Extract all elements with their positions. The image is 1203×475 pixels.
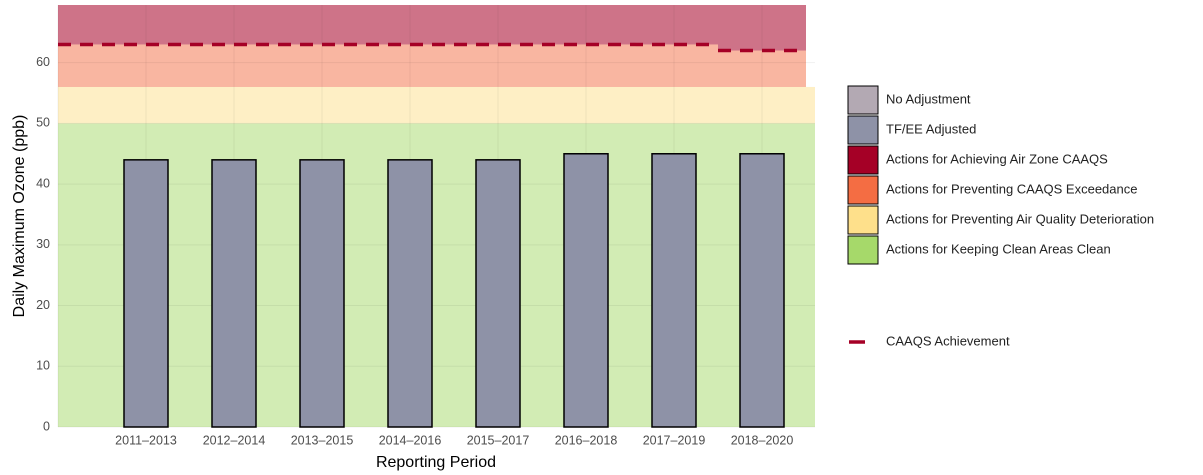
band (278, 44, 366, 87)
legend-label: No Adjustment (886, 91, 971, 106)
bar (475, 159, 521, 428)
x-axis-title: Reporting Period (376, 454, 496, 471)
legend-label: Actions for Preventing Air Quality Deter… (886, 211, 1154, 226)
band (58, 5, 102, 45)
legend-swatch (847, 205, 879, 235)
band (454, 44, 542, 87)
x-tick-label: 2013–2015 (291, 433, 354, 447)
y-tick-label: 10 (36, 359, 50, 373)
legend-label: Actions for Keeping Clean Areas Clean (886, 241, 1111, 256)
band (718, 50, 806, 87)
band (190, 44, 278, 87)
x-tick-label: 2014–2016 (379, 433, 442, 447)
y-tick-label: 0 (43, 419, 50, 433)
x-tick-label: 2017–2019 (643, 433, 706, 447)
x-tick-label: 2012–2014 (203, 433, 266, 447)
band (454, 5, 542, 45)
band (58, 123, 815, 427)
band (190, 5, 278, 45)
legend-swatch (847, 175, 879, 205)
legend-swatch (847, 235, 879, 265)
band (718, 5, 806, 51)
band (102, 5, 190, 45)
y-tick-label: 20 (36, 298, 50, 312)
bar (387, 159, 433, 428)
band (630, 5, 718, 45)
band (278, 5, 366, 45)
x-tick-label: 2018–2020 (731, 433, 794, 447)
band (58, 44, 102, 87)
band (630, 44, 718, 87)
x-tick-label: 2011–2013 (115, 433, 177, 447)
bar (123, 159, 169, 428)
bar (651, 153, 697, 428)
y-tick-label: 40 (36, 176, 50, 190)
legend-swatch (847, 145, 879, 175)
x-tick-label: 2016–2018 (555, 433, 618, 447)
bar (299, 159, 345, 428)
x-tick-label: 2015–2017 (467, 433, 530, 447)
bar (739, 153, 785, 428)
legend-label: Actions for Achieving Air Zone CAAQS (886, 151, 1108, 166)
y-tick-label: 30 (36, 237, 50, 251)
band (102, 44, 190, 87)
band (366, 5, 454, 45)
legend-swatch (847, 115, 879, 145)
y-tick-label: 60 (36, 55, 50, 69)
band (366, 44, 454, 87)
band (58, 86, 815, 124)
band (542, 44, 630, 87)
legend-label: TF/EE Adjusted (886, 121, 976, 136)
legend-label: CAAQS Achievement (886, 333, 1010, 348)
bar (211, 159, 257, 428)
legend-label: Actions for Preventing CAAQS Exceedance (886, 181, 1137, 196)
y-tick-label: 50 (36, 116, 50, 130)
legend-swatch (847, 85, 879, 115)
band (542, 5, 630, 45)
bar (563, 153, 609, 428)
y-axis-title: Daily Maximum Ozone (ppb) (11, 115, 28, 318)
